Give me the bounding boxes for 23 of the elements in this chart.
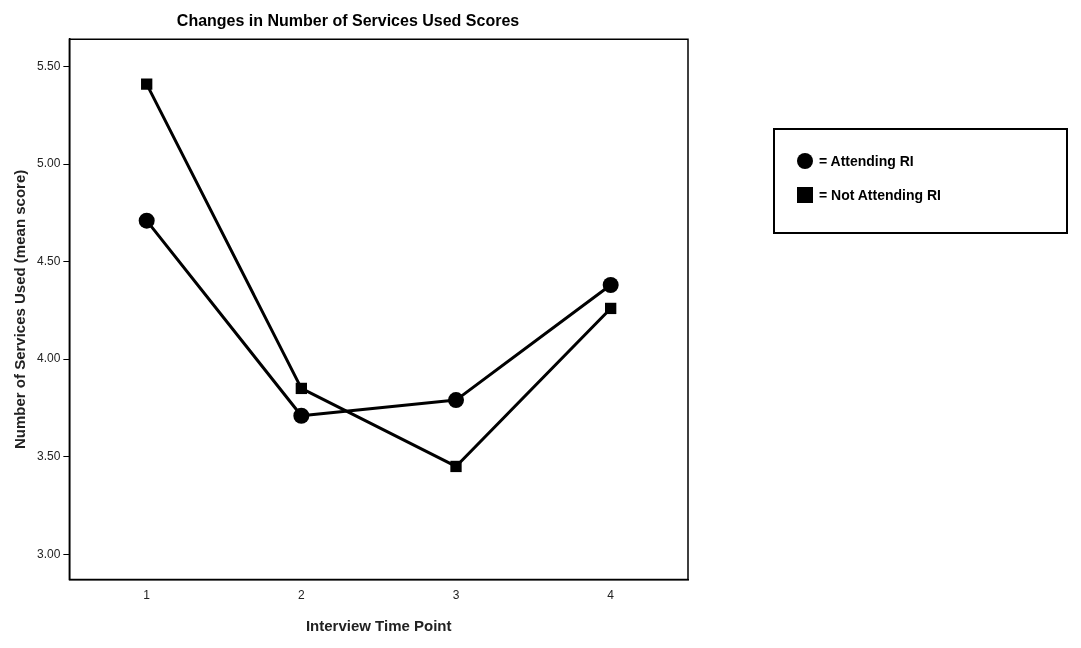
chart-title: Changes in Number of Services Used Scores (176, 12, 520, 30)
y-tick-label: 5.50 (37, 58, 61, 73)
x-axis-title: Interview Time Point (305, 617, 452, 635)
point (295, 382, 307, 395)
y-tick-label: 4.00 (37, 351, 61, 366)
legend-label: = Attending RI (819, 153, 914, 169)
point (602, 277, 619, 294)
y-tick-label: 3.50 (37, 449, 61, 464)
x-tick-label: 3 (452, 588, 460, 603)
point (293, 407, 310, 424)
y-tick-label: 4.50 (37, 253, 61, 268)
point (605, 302, 617, 315)
legend-label: = Not Attending RI (819, 187, 941, 203)
x-tick-label: 1 (143, 588, 151, 603)
y-axis-title: Number of Services Used (mean score) (11, 169, 29, 450)
point (141, 78, 153, 90)
y-tick-label: 3.00 (37, 546, 61, 561)
x-tick-label: 2 (298, 588, 305, 603)
point (138, 212, 155, 229)
y-tick-label: 5.00 (37, 156, 61, 171)
point (448, 392, 465, 409)
point (450, 460, 462, 473)
x-tick-label: 4 (607, 588, 615, 603)
